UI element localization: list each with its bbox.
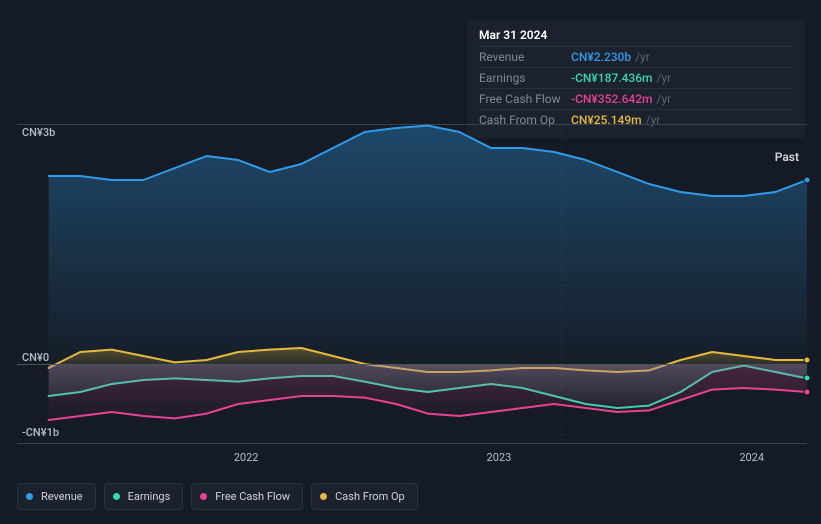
tooltip-row-suffix: /yr [657,71,672,85]
tooltip-row: RevenueCN¥2.230b/yr [479,46,793,67]
legend-item[interactable]: Free Cash Flow [191,483,303,510]
tooltip-row-label: Free Cash Flow [479,92,571,106]
tooltip-row-label: Earnings [479,71,571,85]
tooltip-row-value: CN¥2.230b [571,50,631,64]
legend-item[interactable]: Earnings [104,483,184,510]
legend-item[interactable]: Cash From Op [311,483,418,510]
x-tick-label: 2022 [234,451,259,464]
series-end-dot [804,389,811,396]
tooltip-row: Free Cash Flow-CN¥352.642m/yr [479,88,793,109]
legend-dot-icon [113,493,120,500]
chart-svg [17,124,807,444]
x-tick-label: 2024 [739,451,764,464]
chart-area [17,124,807,444]
tooltip-row-suffix: /yr [635,50,650,64]
tooltip-row-suffix: /yr [657,92,672,106]
legend-label: Revenue [41,490,83,503]
legend-dot-icon [200,493,207,500]
tooltip-row: Earnings-CN¥187.436m/yr [479,67,793,88]
legend-label: Earnings [128,490,171,503]
x-tick-label: 2023 [487,451,512,464]
legend: Revenue Earnings Free Cash Flow Cash From O… [17,483,418,510]
legend-label: Cash From Op [335,490,405,503]
legend-label: Free Cash Flow [215,490,290,503]
tooltip-row-value: -CN¥187.436m [571,71,653,85]
tooltip-row-label: Revenue [479,50,571,64]
legend-item[interactable]: Revenue [17,483,96,510]
legend-dot-icon [320,493,327,500]
legend-dot-icon [26,493,33,500]
series-end-dot [804,177,811,184]
zero-axis-line [17,364,807,365]
tooltip-date: Mar 31 2024 [479,28,793,46]
series-end-dot [804,375,811,382]
series-end-dot [804,357,811,364]
tooltip-row-value: -CN¥352.642m [571,92,653,106]
tooltip-card: Mar 31 2024 RevenueCN¥2.230b/yrEarnings-… [467,20,805,138]
